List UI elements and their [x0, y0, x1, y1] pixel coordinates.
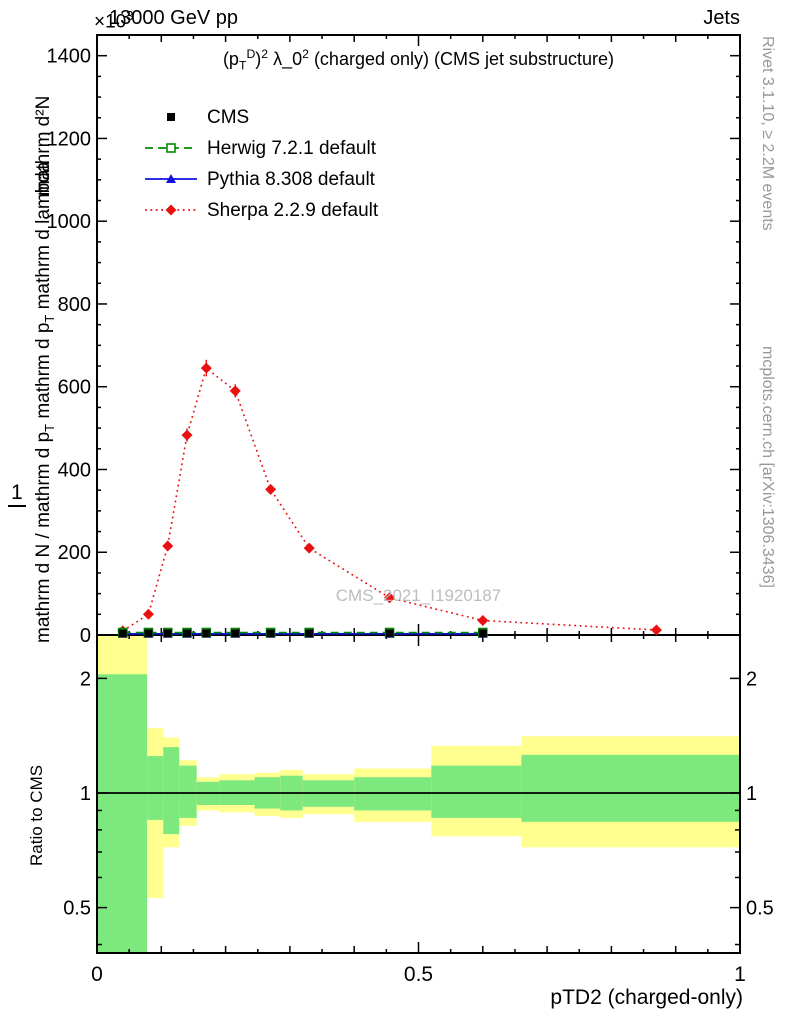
y-axis-label-sub-T: T	[41, 314, 57, 323]
svg-text:1400: 1400	[47, 46, 92, 68]
svg-text:800: 800	[58, 294, 91, 316]
plot-title-part: λ_0	[268, 49, 303, 69]
svg-text:2: 2	[746, 668, 757, 690]
y-scale-factor: ×103	[94, 8, 133, 33]
y-scale-exponent: 3	[126, 8, 134, 23]
y-axis-frac-one: 1	[8, 481, 26, 507]
svg-text:Sherpa 2.2.9 default: Sherpa 2.2.9 default	[207, 200, 379, 221]
svg-text:0.5: 0.5	[404, 963, 433, 986]
svg-text:0.5: 0.5	[63, 898, 91, 920]
legend: CMS Herwig 7.2.1 default Pythia 8.308 defa…	[145, 107, 379, 221]
svg-text:1: 1	[746, 783, 757, 805]
jets-label: Jets	[703, 7, 740, 29]
watermark: CMS_2021_I1920187	[335, 586, 502, 605]
plot-title-sub-T: T	[238, 58, 247, 73]
svg-text:200: 200	[58, 542, 91, 564]
svg-text:CMS: CMS	[207, 107, 249, 128]
svg-text:0.5: 0.5	[746, 898, 774, 920]
y-axis-label-segment: mathrm d p	[33, 322, 54, 424]
y-axis-label-lower: mathrm d N / mathrm d pT mathrm d pT mat…	[33, 162, 57, 643]
plot-title-part: (charged only) (CMS jet substructure)	[308, 49, 615, 69]
y-axis-label-sub-T: T	[41, 423, 57, 432]
legend-entry: Herwig 7.2.1 default	[145, 138, 377, 159]
y-axis-label-segment: mathrm d lambda	[33, 161, 54, 315]
plot-title-sup-2: 2	[261, 47, 269, 61]
mcplots-reference-note: mcplots.cern.ch [arXiv:1306.3436]	[759, 346, 776, 588]
svg-text:Herwig 7.2.1 default: Herwig 7.2.1 default	[207, 138, 377, 159]
x-axis-title: pTD2 (charged-only)	[550, 986, 743, 1009]
beam-energy-label: 13000 GeV pp	[109, 7, 238, 29]
plot-title-part: (p	[222, 49, 239, 69]
svg-text:0: 0	[91, 963, 103, 986]
plot-title-part: )	[255, 49, 262, 69]
main-panel-frame	[96, 34, 741, 636]
svg-text:1200: 1200	[47, 128, 92, 150]
legend-entry: Pythia 8.308 default	[145, 169, 376, 190]
y-scale-base: ×10	[94, 11, 127, 33]
plot-title-sup-2: 2	[302, 47, 309, 61]
legend-entry: CMS	[167, 107, 249, 128]
plot-title-sup-D: D	[246, 47, 256, 61]
legend-entry: Sherpa 2.2.9 default	[145, 200, 379, 221]
svg-text:2: 2	[80, 668, 91, 690]
svg-text:Pythia 8.308 default: Pythia 8.308 default	[207, 169, 376, 190]
rivet-version-note: Rivet 3.1.10, ≥ 2.2M events	[759, 36, 776, 231]
y-axis-label-segment: mathrm d N / mathrm d p	[33, 431, 54, 643]
series-cms	[118, 629, 487, 638]
svg-text:1: 1	[734, 963, 746, 986]
svg-text:1000: 1000	[47, 211, 92, 233]
series-pythia-8-308-default	[117, 628, 488, 638]
plot-title: (pTD)2 λ_02 (charged only) (CMS jet subs…	[97, 47, 740, 73]
axis-ticks	[96, 35, 741, 953]
svg-text:400: 400	[58, 459, 91, 481]
svg-text:0: 0	[80, 625, 91, 647]
svg-text:600: 600	[58, 377, 91, 399]
svg-text:1: 1	[80, 783, 91, 805]
ratio-axis-label: Ratio to CMS	[27, 764, 46, 866]
ratio-uncertainty-bands	[97, 635, 740, 953]
